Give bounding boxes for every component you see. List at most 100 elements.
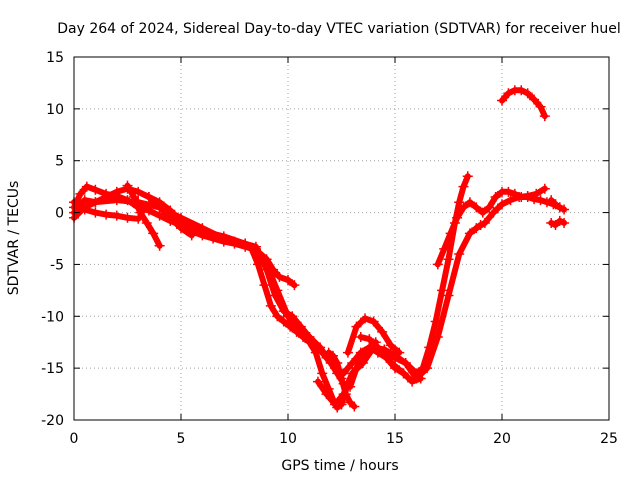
data-point — [364, 334, 375, 345]
y-tick-label: 5 — [55, 154, 64, 170]
data-point — [503, 88, 514, 99]
data-point — [278, 306, 289, 317]
data-point — [432, 259, 443, 270]
data-point — [186, 230, 197, 241]
data-point — [347, 357, 358, 368]
data-point — [90, 197, 101, 208]
data-point — [497, 199, 507, 210]
data-point — [133, 197, 144, 208]
data-point — [330, 399, 341, 410]
data-point — [452, 212, 463, 223]
data-point — [531, 188, 542, 199]
data-point — [79, 202, 90, 213]
data-point — [176, 223, 186, 234]
data-point — [295, 321, 306, 332]
data-point — [377, 326, 388, 337]
data-point — [90, 207, 101, 218]
data-point — [462, 171, 473, 182]
data-point — [454, 197, 465, 208]
data-point — [111, 195, 122, 206]
x-tick-label: 5 — [177, 431, 186, 447]
data-point — [197, 226, 208, 237]
data-point — [464, 228, 475, 239]
series-trace — [548, 197, 568, 213]
data-point — [458, 202, 469, 213]
data-point — [390, 352, 400, 363]
data-point — [559, 217, 570, 228]
data-point — [272, 311, 283, 322]
data-point — [439, 243, 450, 254]
data-point — [535, 195, 546, 206]
data-point — [554, 215, 565, 226]
data-point — [321, 389, 332, 400]
data-point — [274, 271, 285, 282]
series-track-17 — [497, 85, 550, 122]
data-point — [443, 290, 454, 301]
y-tick-label: 15 — [46, 50, 64, 66]
data-point — [488, 207, 499, 218]
data-point — [539, 183, 550, 194]
data-point — [479, 217, 490, 228]
data-point — [559, 204, 570, 215]
series-track-11 — [342, 313, 405, 358]
data-point — [154, 202, 165, 213]
data-point — [332, 357, 343, 368]
data-point — [355, 332, 366, 343]
data-point — [546, 217, 557, 228]
data-point — [554, 202, 565, 213]
data-point — [445, 228, 456, 239]
data-point — [312, 376, 323, 387]
x-tick-label: 20 — [493, 431, 511, 447]
data-point — [464, 197, 475, 208]
data-point — [454, 249, 465, 260]
data-point — [338, 389, 349, 400]
data-point — [287, 311, 298, 322]
data-point — [398, 368, 409, 379]
y-tick-label: -15 — [41, 361, 64, 377]
x-tick-label: 0 — [70, 431, 79, 447]
data-point — [133, 186, 144, 197]
y-tick-label: 10 — [46, 102, 64, 118]
series-track-15 — [546, 195, 570, 215]
data-point — [347, 368, 358, 379]
data-point — [497, 95, 507, 106]
data-point — [411, 373, 422, 384]
data-point — [522, 88, 533, 99]
data-point — [394, 347, 405, 358]
series-track-4 — [122, 180, 165, 251]
data-point — [111, 210, 122, 221]
data-point — [101, 209, 112, 220]
data-point — [278, 316, 289, 327]
chart-title: Day 264 of 2024, Sidereal Day-to-day VTE… — [57, 21, 620, 37]
y-tick-label: -10 — [41, 309, 64, 325]
data-point — [477, 207, 488, 218]
data-point — [471, 223, 482, 234]
data-point — [471, 202, 482, 213]
data-point — [360, 313, 371, 324]
y-tick-label: -20 — [41, 413, 64, 429]
data-point — [550, 220, 561, 231]
data-point — [503, 186, 514, 197]
x-tick-label: 15 — [386, 431, 404, 447]
data-point — [218, 231, 229, 242]
data-point — [372, 342, 383, 353]
data-point — [432, 332, 443, 343]
data-point — [90, 184, 101, 195]
y-tick-label: -5 — [50, 257, 64, 273]
data-point — [259, 280, 270, 291]
data-point — [327, 350, 338, 361]
data-point — [357, 357, 368, 368]
data-point — [122, 180, 133, 191]
data-point — [514, 192, 525, 203]
y-tick-label: 0 — [55, 206, 64, 222]
data-point — [546, 195, 557, 206]
data-point — [312, 342, 323, 353]
data-point — [342, 347, 353, 358]
data-point — [270, 290, 281, 301]
data-point — [317, 368, 328, 379]
data-point — [154, 240, 165, 251]
data-point — [141, 217, 152, 228]
data-point — [490, 192, 501, 203]
